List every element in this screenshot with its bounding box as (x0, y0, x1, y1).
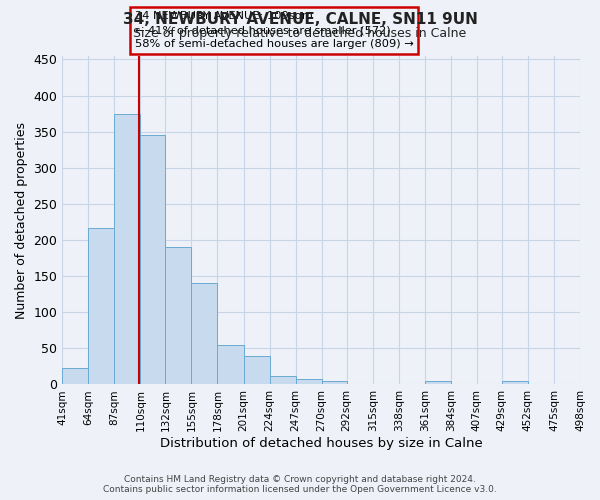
Bar (191, 282, 217, 384)
Text: 34 NEWBURY AVENUE: 109sqm
← 41% of detached houses are smaller (572)
58% of semi: 34 NEWBURY AVENUE: 109sqm ← 41% of detac… (135, 11, 413, 49)
X-axis label: Distribution of detached houses by size in Calne: Distribution of detached houses by size … (160, 437, 482, 450)
Text: Size of property relative to detached houses in Calne: Size of property relative to detached ho… (133, 28, 467, 40)
Bar (217, 344, 244, 385)
Bar (296, 378, 322, 384)
Bar (166, 247, 191, 384)
Text: 34, NEWBURY AVENUE, CALNE, SN11 9UN: 34, NEWBURY AVENUE, CALNE, SN11 9UN (122, 12, 478, 28)
Bar (62, 368, 88, 384)
Bar (140, 135, 166, 384)
Text: Contains public sector information licensed under the Open Government Licence v3: Contains public sector information licen… (103, 485, 497, 494)
Bar (322, 381, 347, 384)
Y-axis label: Number of detached properties: Number of detached properties (15, 122, 28, 318)
Bar (244, 356, 269, 384)
Bar (425, 381, 451, 384)
Bar (269, 376, 296, 384)
Bar (88, 228, 115, 384)
Text: Contains HM Land Registry data © Crown copyright and database right 2024.: Contains HM Land Registry data © Crown c… (124, 475, 476, 484)
Bar (115, 114, 140, 384)
Bar (502, 381, 528, 384)
